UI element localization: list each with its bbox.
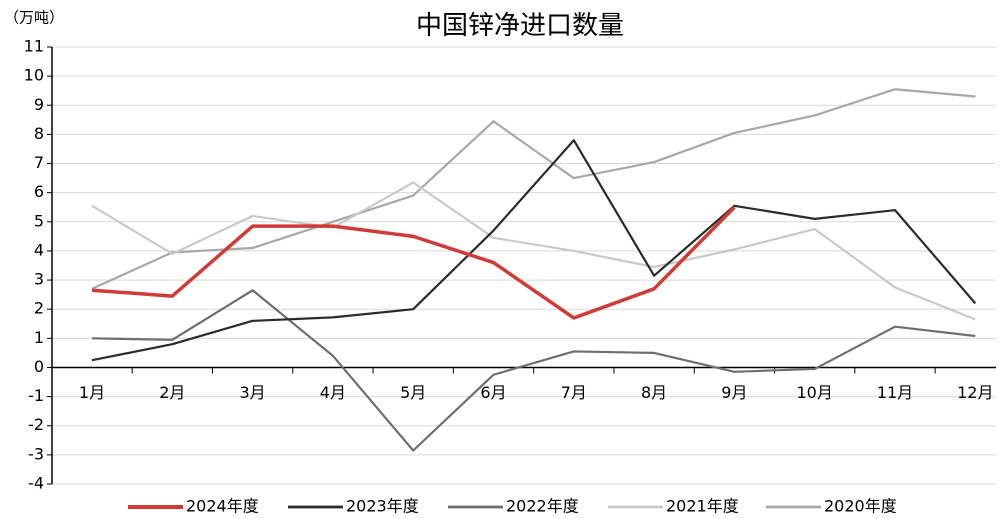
series-line [91,289,976,452]
legend-label: 2022年度 [506,497,579,516]
x-tick-label: 10月 [797,383,833,402]
series-line [91,206,736,320]
y-tick-label: 3 [34,270,44,289]
y-tick-label: -4 [28,474,44,493]
y-tick-label: 4 [34,240,44,259]
x-tick-label: 1月 [79,383,105,402]
x-tick-label: 7月 [561,383,587,402]
legend-label: 2023年度 [346,497,419,516]
y-tick-label: 10 [24,66,44,85]
y-tick-label: 1 [34,328,44,347]
legend-label: 2021年度 [666,497,739,516]
y-tick-label: -1 [28,386,44,405]
series-line [91,88,976,290]
y-tick-label: 9 [34,95,44,114]
y-tick-label: 0 [34,357,44,376]
y-tick-label: 11 [24,37,44,56]
chart-title: 中国锌净进口数量 [416,11,624,41]
y-tick-label: -3 [28,444,44,463]
y-tick-label: 5 [34,211,44,230]
series-line [91,139,977,362]
y-tick-label: 7 [34,153,44,172]
x-tick-label: 5月 [400,383,426,402]
y-tick-label: -2 [28,415,44,434]
y-unit: （万吨） [4,9,64,27]
series-line [91,181,976,321]
x-tick-label: 8月 [641,383,667,402]
x-tick-label: 11月 [877,383,913,402]
legend-label: 2020年度 [824,497,897,516]
x-tick-label: 6月 [480,383,506,402]
legend-label: 2024年度 [186,497,259,516]
x-tick-label: 12月 [957,383,993,402]
x-tick-label: 2月 [159,383,185,402]
y-tick-label: 2 [34,299,44,318]
x-tick-label: 4月 [320,383,346,402]
y-tick-label: 8 [34,124,44,143]
x-tick-label: 9月 [721,383,747,402]
x-tick-label: 3月 [240,383,266,402]
y-tick-label: 6 [34,182,44,201]
